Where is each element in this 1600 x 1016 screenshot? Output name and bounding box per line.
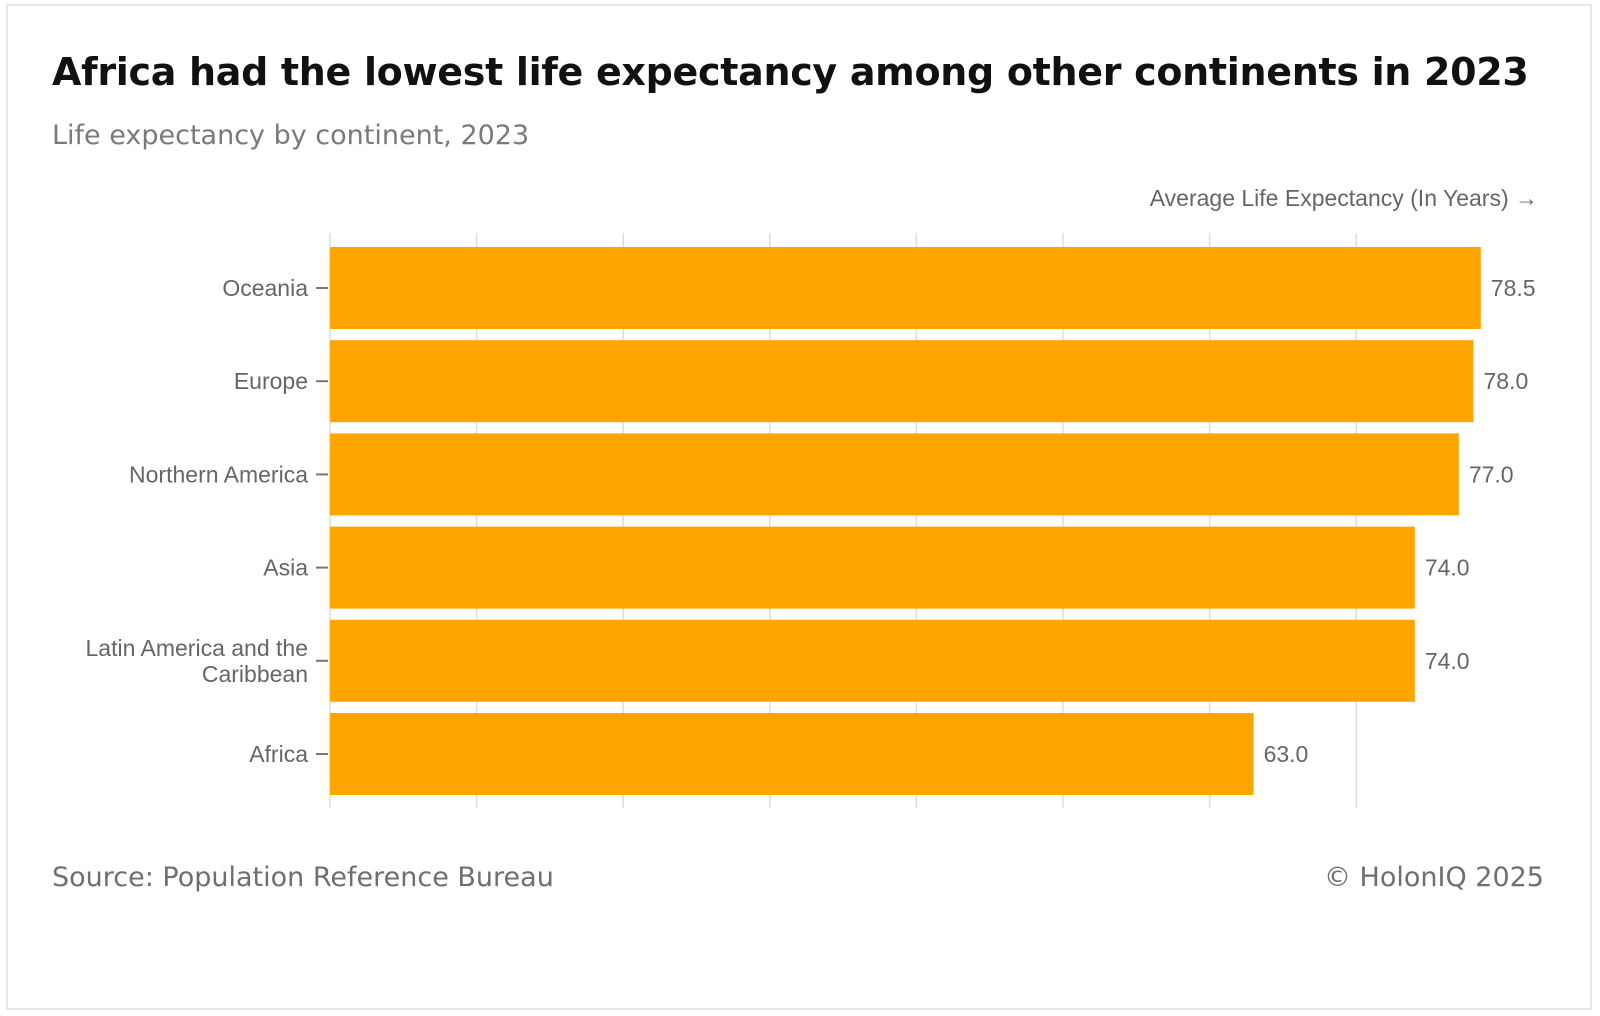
value-label: 78.5: [1491, 275, 1536, 301]
category-labels: Oceania Europe Northern America Asia Latin A…: [86, 275, 328, 767]
copyright-note: © HolonIQ 2025: [1323, 862, 1544, 893]
bar-africa: [330, 713, 1254, 795]
value-label: 77.0: [1469, 461, 1514, 487]
bars: [330, 247, 1481, 795]
bar-asia: [330, 526, 1415, 609]
category-label: Asia: [263, 555, 308, 581]
chart-title: Africa had the lowest life expectancy am…: [52, 50, 1529, 94]
bar-oceania: [330, 247, 1481, 329]
chart-subtitle: Life expectancy by continent, 2023: [52, 120, 530, 151]
category-label: Oceania: [222, 275, 308, 301]
category-label: Latin America and the Caribbean: [86, 635, 308, 687]
category-label: Europe: [234, 368, 308, 394]
bar-latin-america-and-the-caribbean: [330, 619, 1415, 702]
source-note: Source: Population Reference Bureau: [52, 862, 554, 893]
bar-northern-america: [330, 433, 1459, 516]
bar-europe: [330, 340, 1474, 423]
value-label: 63.0: [1264, 741, 1309, 767]
value-label: 78.0: [1483, 368, 1528, 394]
category-label: Northern America: [129, 461, 308, 487]
value-label: 74.0: [1425, 648, 1470, 674]
value-labels: 78.5 78.0 77.0 74.0 74.0 63.0: [1264, 275, 1536, 767]
value-label: 74.0: [1425, 555, 1470, 581]
category-label: Africa: [249, 741, 308, 767]
x-axis-title: Average Life Expectancy (In Years) →: [1150, 185, 1538, 211]
